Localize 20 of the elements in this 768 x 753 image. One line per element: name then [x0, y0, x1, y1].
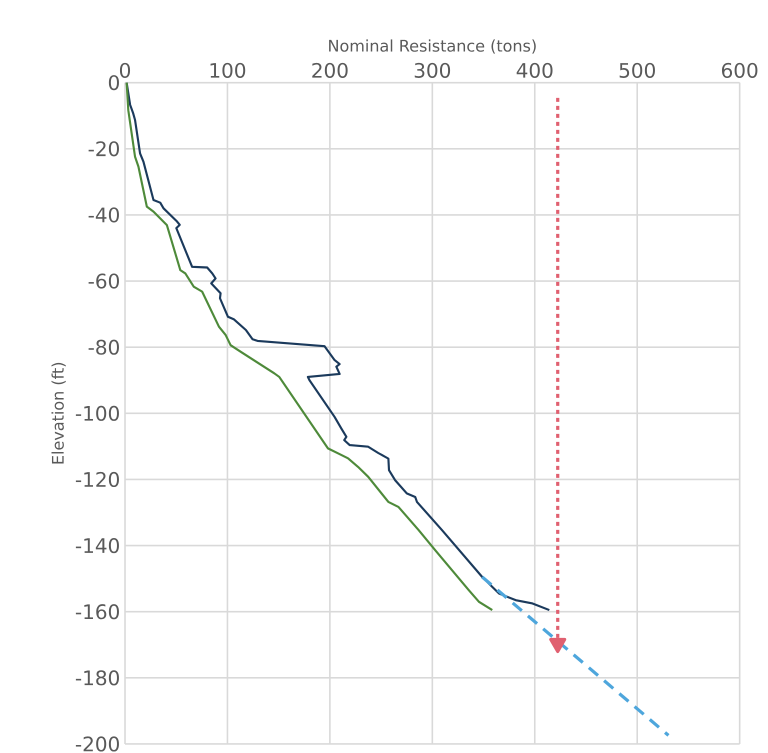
x-tick-label: 100 — [210, 62, 246, 78]
y-axis-title: Elevation (ft) — [51, 362, 66, 464]
y-tick-label: -140 — [76, 538, 119, 554]
y-tick-label: -40 — [88, 207, 119, 222]
y-tick-label: -60 — [88, 273, 119, 289]
y-tick-label: -160 — [76, 604, 119, 620]
y-tick-label: -180 — [76, 670, 119, 686]
x-tick-label: 400 — [516, 62, 553, 78]
x-tick-label: 200 — [312, 62, 348, 78]
x-tick-label: 500 — [620, 62, 655, 78]
x-tick-label: 300 — [414, 62, 450, 78]
y-tick-label: -100 — [76, 406, 119, 421]
x-tick-label: 0 — [120, 62, 130, 78]
x-tick-label: 600 — [722, 62, 758, 78]
y-tick-label: -120 — [76, 472, 119, 488]
y-tick-label: -80 — [88, 340, 119, 355]
x-axis-title: Nominal Resistance (tons) — [329, 39, 536, 54]
y-tick-label: -200 — [76, 736, 119, 752]
y-tick-label: 0 — [108, 75, 119, 90]
y-tick-label: -20 — [88, 141, 119, 156]
